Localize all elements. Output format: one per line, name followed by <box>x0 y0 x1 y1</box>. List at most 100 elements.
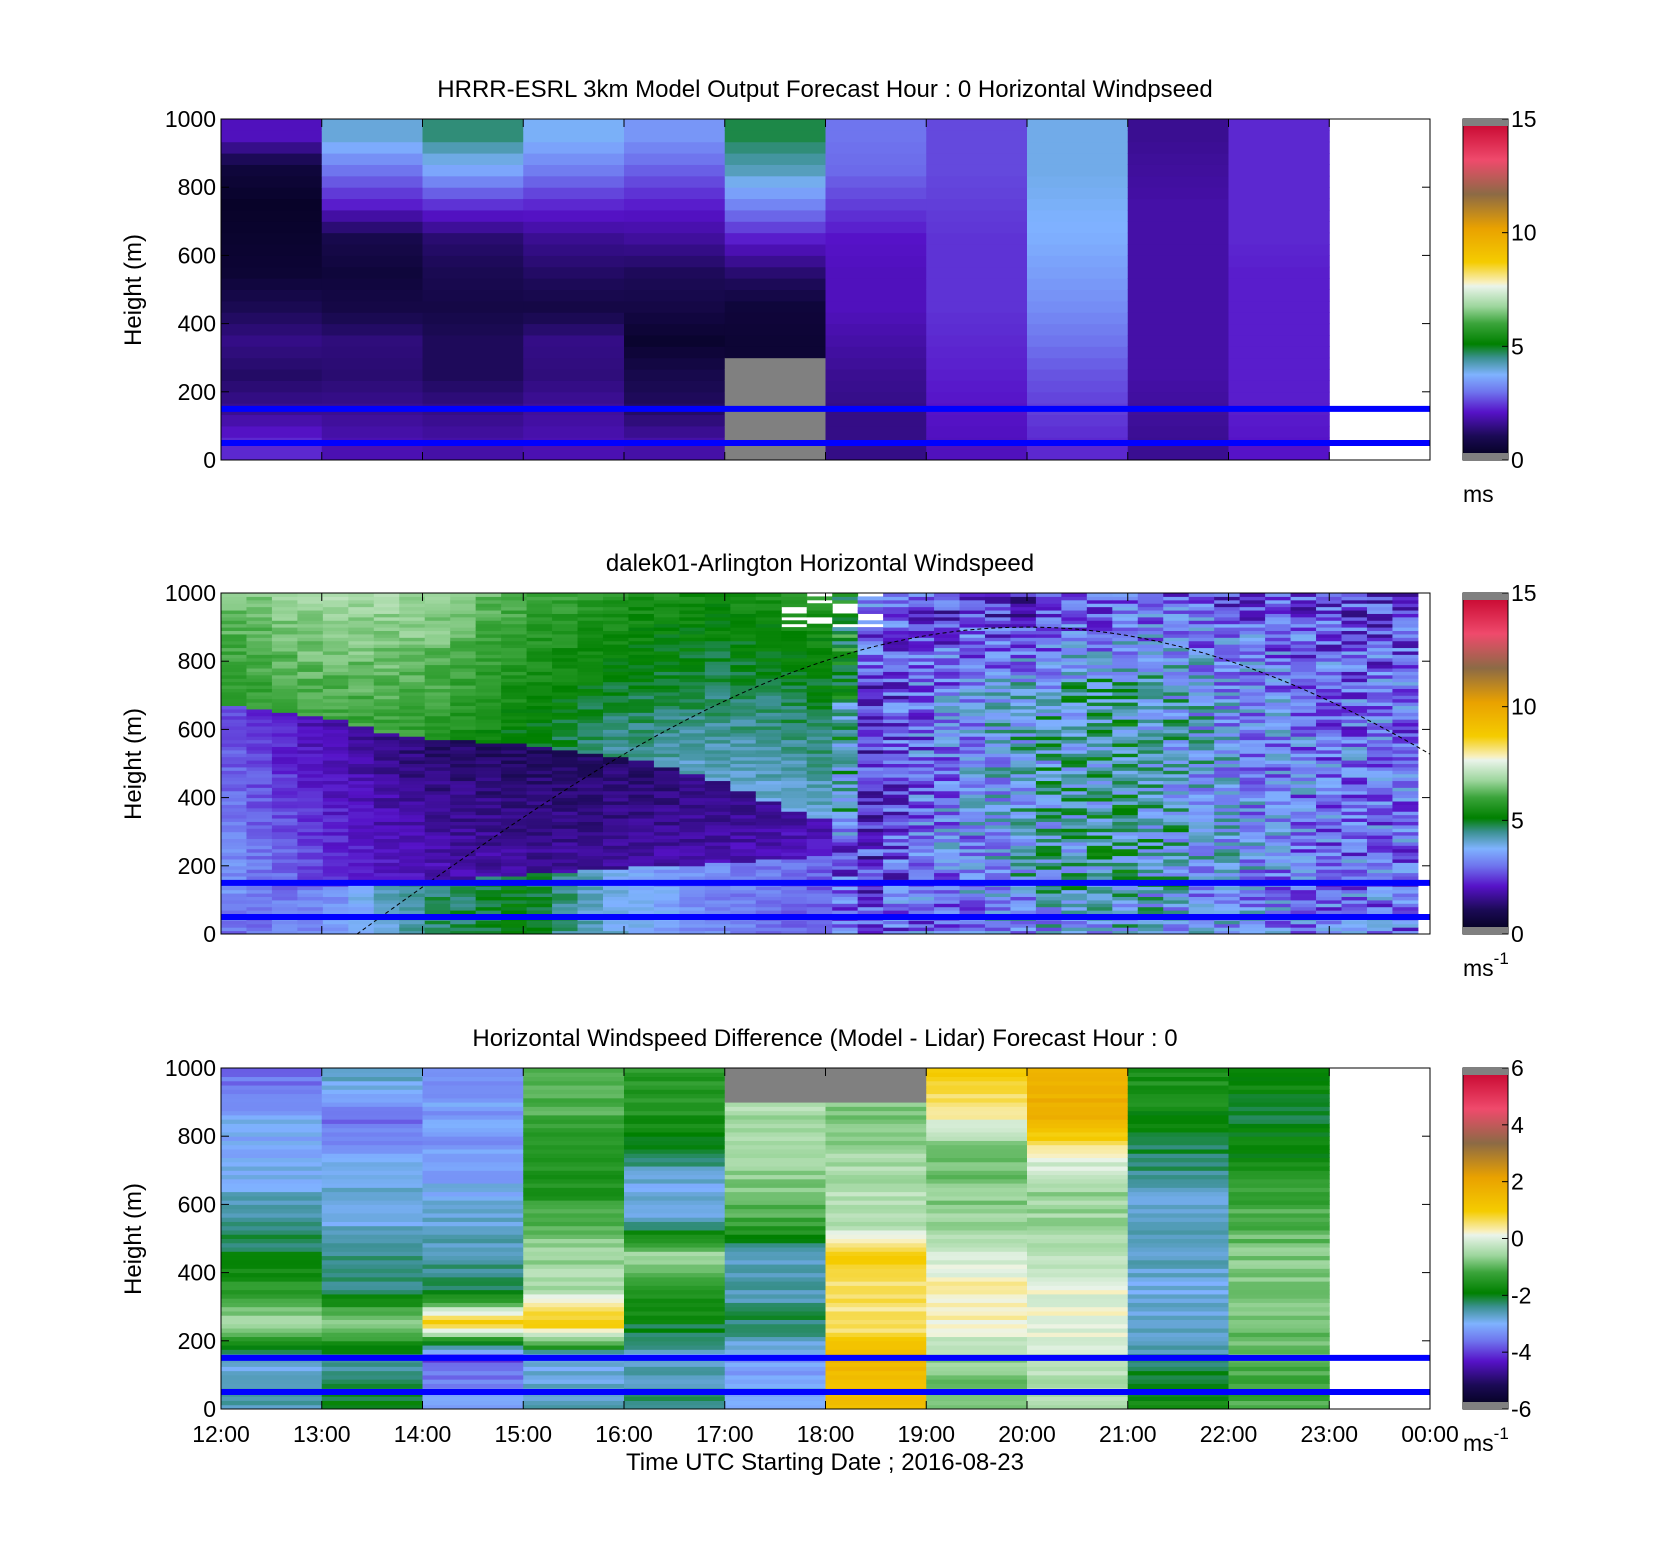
heatmap-cell <box>475 736 502 741</box>
heatmap-cell <box>552 596 579 601</box>
heatmap-cell <box>832 766 859 771</box>
heatmap-cell <box>424 685 451 689</box>
heatmap-cell <box>297 691 324 696</box>
heatmap-cell <box>1127 369 1229 381</box>
heatmap-cell <box>1086 876 1113 880</box>
heatmap-cell <box>883 674 910 679</box>
heatmap-cell <box>1341 739 1368 744</box>
heatmap-cell <box>422 278 524 290</box>
heatmap-cell <box>501 923 528 928</box>
heatmap-cell <box>926 414 1028 427</box>
heatmap-cell <box>271 831 298 836</box>
heatmap-cell <box>959 603 986 608</box>
heatmap-cell <box>577 650 604 655</box>
heatmap-cell <box>1341 620 1368 625</box>
heatmap-cell <box>1214 760 1241 764</box>
heatmap-cell <box>602 610 629 614</box>
heatmap-cell <box>297 807 324 812</box>
heatmap-cell <box>1137 783 1164 788</box>
heatmap-cell <box>1290 712 1317 717</box>
heatmap-cell <box>781 705 808 710</box>
heatmap-cell <box>221 627 247 632</box>
heatmap-cell <box>501 616 528 621</box>
heatmap-cell <box>271 794 298 799</box>
heatmap-cell <box>883 845 910 850</box>
heatmap-cell <box>755 620 782 625</box>
heatmap-cell <box>653 893 680 897</box>
heatmap-cell <box>628 858 655 863</box>
heatmap-cell <box>806 923 833 928</box>
heatmap-cell <box>399 811 426 816</box>
heatmap-cell <box>297 603 324 608</box>
heatmap-cell <box>523 323 625 336</box>
heatmap-cell <box>1061 841 1088 846</box>
heatmap-cell <box>1137 804 1164 809</box>
heatmap-cell <box>1392 906 1419 911</box>
heatmap-cell <box>1265 671 1292 676</box>
heatmap-cell <box>1137 841 1164 846</box>
heatmap-cell <box>679 845 706 850</box>
heatmap-cell <box>857 838 884 843</box>
heatmap-cell <box>322 715 349 720</box>
heatmap-cell <box>934 688 961 693</box>
heatmap-cell <box>1112 869 1139 874</box>
heatmap-cell <box>628 886 655 891</box>
heatmap-cell <box>1061 821 1088 826</box>
heatmap-cell <box>704 855 731 860</box>
heatmap-cell <box>1137 620 1164 625</box>
heatmap-cell <box>755 923 782 928</box>
heatmap-cell <box>781 910 808 915</box>
heatmap-cell <box>1061 855 1088 860</box>
heatmap-cell <box>628 770 655 775</box>
heatmap-cell <box>806 804 833 809</box>
heatmap-cell <box>1112 783 1139 788</box>
heatmap-cell <box>1366 831 1393 836</box>
heatmap-cell <box>399 705 426 710</box>
heatmap-cell <box>501 766 528 771</box>
heatmap-cell <box>1112 910 1139 915</box>
heatmap-cell <box>297 865 324 870</box>
heatmap-cell <box>1316 640 1343 645</box>
heatmap-cell <box>883 811 910 816</box>
heatmap-cell <box>1137 845 1164 850</box>
heatmap-cell <box>1035 732 1062 737</box>
heatmap-cell <box>959 787 986 792</box>
heatmap-cell <box>602 678 629 683</box>
heatmap-cell <box>1265 705 1292 710</box>
heatmap-cell <box>1239 719 1266 724</box>
heatmap-cell <box>628 698 655 703</box>
heatmap-cell <box>984 753 1011 758</box>
heatmap-cell <box>704 780 731 785</box>
heatmap-cell <box>959 681 986 686</box>
heatmap-cell <box>679 831 706 836</box>
heatmap-cell <box>934 743 961 747</box>
heatmap-cell <box>1035 606 1062 611</box>
heatmap-cell <box>781 620 808 625</box>
heatmap-cell <box>321 323 423 336</box>
heatmap-cell <box>424 852 451 857</box>
heatmap-cell <box>297 661 324 666</box>
heatmap-cell <box>755 715 782 720</box>
heatmap-cell <box>246 903 273 908</box>
heatmap-cell <box>883 688 910 693</box>
heatmap-cell <box>755 770 782 775</box>
heatmap-cell <box>450 623 477 628</box>
heatmap-cell <box>781 633 808 638</box>
heatmap-cell <box>1127 414 1229 427</box>
heatmap-cell <box>1366 606 1393 611</box>
heatmap-cell <box>755 858 782 863</box>
heatmap-cell <box>1239 831 1266 836</box>
heatmap-cell <box>246 722 273 727</box>
heatmap-cell <box>271 732 298 737</box>
heatmap-cell <box>984 872 1011 877</box>
heatmap-cell <box>1137 732 1164 737</box>
heatmap-cell <box>424 695 451 700</box>
heatmap-cell <box>628 790 655 795</box>
heatmap-cell <box>1086 807 1113 812</box>
heatmap-cell <box>832 896 859 901</box>
heatmap-cell <box>1366 865 1393 870</box>
heatmap-cell <box>1265 804 1292 809</box>
heatmap-cell <box>781 630 808 635</box>
heatmap-cell <box>577 858 604 863</box>
heatmap-cell <box>373 610 400 614</box>
